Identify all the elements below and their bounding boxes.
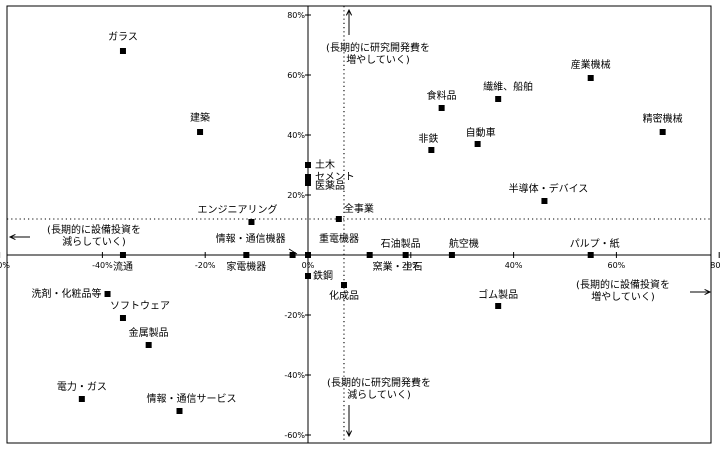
data-point (305, 162, 311, 168)
arrow-up (345, 8, 353, 35)
data-point (305, 180, 311, 186)
data-point-label: 金属製品 (129, 326, 169, 339)
x-tick-label: -40% (92, 261, 113, 270)
data-point (587, 252, 594, 258)
data-point-label: パルプ・紙 (570, 237, 620, 250)
annotation-right-line1: (長期的に設備投資を (576, 278, 670, 291)
x-tick-label: 0% (302, 261, 315, 270)
annotation-top-line2: 増やしていく) (346, 53, 410, 66)
data-point (541, 198, 548, 204)
data-point (474, 141, 481, 147)
arrow-down (345, 405, 353, 438)
data-point (340, 282, 347, 288)
data-point (305, 174, 311, 180)
data-point-label: 流通 (113, 260, 133, 273)
data-point-label: 情報・通信サービス (147, 392, 237, 405)
data-point (145, 342, 152, 348)
data-point (197, 129, 204, 135)
x-tick-label: -20% (195, 261, 216, 270)
data-point (402, 252, 409, 258)
arrow-right-head (704, 288, 712, 296)
data-point-label: 重電機器 (319, 232, 359, 245)
data-point-label: 家電機器 (226, 260, 266, 273)
data-point-label: 全事業 (344, 202, 374, 215)
data-point-label: 繊維、船舶 (483, 80, 533, 93)
data-point-label: 航空機 (449, 237, 479, 250)
data-point-label: ソフトウェア (110, 300, 170, 312)
data-point (495, 303, 502, 309)
annotation-top-line1: (長期的に研究開発費を (326, 41, 430, 54)
annotation-bottom-line1: (長期的に研究開発費を (327, 376, 431, 389)
data-point-label: 土木 (315, 158, 335, 171)
data-point (119, 48, 126, 54)
data-point (428, 147, 435, 153)
data-point-label: 化成品 (329, 289, 359, 302)
data-point-label: 精密機械 (643, 112, 683, 125)
data-point (659, 129, 666, 135)
y-tick-label: 80% (287, 11, 305, 20)
x-tick-label: 60% (608, 261, 626, 270)
data-point (248, 219, 255, 225)
data-point-label: 半導体・デバイス (509, 182, 589, 195)
data-point-label: セメント (315, 171, 355, 183)
arrow-up-head (345, 8, 353, 16)
data-point (176, 408, 183, 414)
data-point-label: 鉄鋼 (313, 269, 333, 282)
data-point (495, 96, 502, 102)
y-tick-label: -20% (284, 311, 305, 320)
data-point (305, 273, 311, 279)
x-tick-label: -60% (0, 261, 10, 270)
data-point-label: 石油製品 (381, 237, 421, 250)
arrow-left-head (8, 233, 16, 241)
annotation-right-line2: 増やしていく) (591, 290, 655, 303)
arrow-left (8, 233, 30, 241)
y-tick-label: -60% (284, 431, 305, 440)
data-point-label: ゴム製品 (478, 288, 518, 301)
data-point (438, 105, 445, 111)
data-point (305, 252, 311, 258)
data-point (104, 291, 111, 297)
data-point (448, 252, 455, 258)
x-tick-label: 40% (505, 261, 523, 270)
data-point-label: 窯業・土石 (373, 260, 423, 273)
annotation-left-line2: 減らしていく) (62, 235, 126, 248)
data-point (78, 396, 85, 402)
data-point (366, 252, 373, 258)
data-point-label: 産業機械 (571, 58, 611, 71)
annotation-bottom-line2: 減らしていく) (347, 388, 411, 401)
x-tick-label: 80% (710, 261, 720, 270)
data-point (119, 252, 126, 258)
y-tick-label: -40% (284, 371, 305, 380)
data-point-label: 医薬品 (315, 180, 345, 192)
data-point-label: 建築 (190, 111, 210, 124)
data-point-label: エンジニアリング (197, 203, 277, 216)
data-point (335, 216, 342, 222)
arrow-down-head (345, 430, 353, 438)
leader-line (288, 248, 298, 255)
annotation-left-line1: (長期的に設備投資を (47, 223, 141, 236)
x-tick-label: 20% (402, 261, 420, 270)
data-point (289, 252, 296, 258)
data-point-label: 洗剤・化粧品等 (32, 287, 102, 300)
data-point-label: 食料品 (427, 89, 457, 102)
data-point (119, 315, 126, 321)
data-point (243, 252, 250, 258)
y-tick-label: 20% (287, 191, 305, 200)
y-tick-label: 60% (287, 71, 305, 80)
data-point-label: 情報・通信機器 (216, 232, 286, 245)
data-point-label: 電力・ガス (57, 380, 107, 393)
y-tick-label: 40% (287, 131, 305, 140)
arrow-right (690, 288, 712, 296)
data-point-label: ガラス (108, 31, 138, 43)
data-point-label: 自動車 (466, 126, 496, 139)
data-point-label: 非鉄 (418, 132, 438, 145)
data-point (587, 75, 594, 81)
